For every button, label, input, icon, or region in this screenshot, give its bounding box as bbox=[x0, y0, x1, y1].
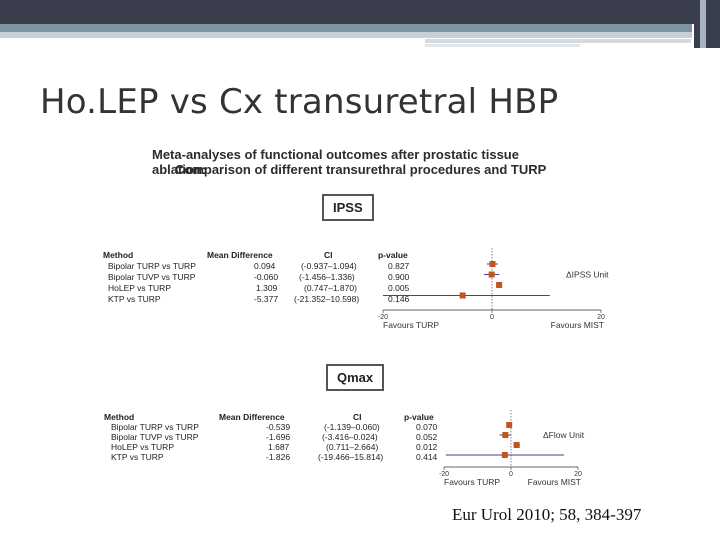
ipss-row-method: KTP vs TURP bbox=[108, 294, 161, 304]
citation: Eur Urol 2010; 58, 384-397 bbox=[452, 505, 642, 524]
ipss-col-method: Method bbox=[103, 250, 134, 260]
ipss-col-p: p-value bbox=[378, 250, 408, 260]
ipss-row-md: -0.060 bbox=[254, 272, 279, 282]
ipss-favours-right: Favours MIST bbox=[551, 320, 604, 330]
qmax-estimate-marker bbox=[502, 432, 509, 438]
ipss-row-md: 1.309 bbox=[256, 283, 278, 293]
ipss-tick-label: -20 bbox=[378, 314, 388, 321]
figure-title-line1: Meta-analyses of functional outcomes aft… bbox=[152, 147, 519, 177]
ipss-unit-label: ΔIPSS Unit bbox=[566, 270, 609, 280]
qmax-favours-right: Favours MIST bbox=[528, 477, 581, 487]
qmax-estimate-marker bbox=[513, 442, 520, 448]
qmax-row-md: -1.826 bbox=[266, 452, 291, 462]
header-stripe bbox=[0, 24, 692, 32]
qmax-col-p: p-value bbox=[404, 412, 434, 422]
ipss-col-md: Mean Difference bbox=[207, 250, 273, 260]
qmax-row-p: 0.012 bbox=[416, 442, 438, 452]
ipss-estimate-marker bbox=[459, 292, 466, 299]
qmax-tick-label: -20 bbox=[439, 471, 449, 478]
qmax-col-md: Mean Difference bbox=[219, 412, 285, 422]
qmax-row-method: Bipolar TURP vs TURP bbox=[111, 422, 199, 432]
qmax-row-md: -1.696 bbox=[266, 432, 291, 442]
qmax-row-ci: (-1.139–0.060) bbox=[324, 422, 380, 432]
ipss-favours-left: Favours TURP bbox=[383, 320, 439, 330]
ipss-tick-label: 0 bbox=[490, 314, 494, 321]
figure-title-line2: Comparison of different transurethral pr… bbox=[175, 162, 547, 177]
header-stripe-light bbox=[0, 32, 692, 38]
qmax-row-p: 0.414 bbox=[416, 452, 438, 462]
slide-title: Ho.LEP vs Cx transuretral HBP bbox=[40, 82, 559, 122]
qmax-row-method: HoLEP vs TURP bbox=[111, 442, 174, 452]
header-stripe-thin bbox=[425, 39, 691, 43]
ipss-col-ci: CI bbox=[324, 250, 333, 260]
ipss-label-box: IPSS bbox=[322, 194, 374, 221]
ipss-row-method: Bipolar TUVP vs TURP bbox=[108, 272, 196, 282]
qmax-row-ci: (-3.416–0.024) bbox=[322, 432, 378, 442]
ipss-row-method: Bipolar TURP vs TURP bbox=[108, 261, 196, 271]
ipss-row-p: 0.827 bbox=[388, 261, 410, 271]
corner-band bbox=[694, 0, 720, 48]
ipss-tick-label: 20 bbox=[597, 314, 605, 321]
ipss-row-ci: (-21.352–10.598) bbox=[294, 294, 360, 304]
ipss-row-ci: (-0.937–1.094) bbox=[301, 261, 357, 271]
qmax-favours-left: Favours TURP bbox=[444, 477, 500, 487]
qmax-estimate-marker bbox=[501, 452, 508, 458]
ipss-row-method: HoLEP vs TURP bbox=[108, 283, 171, 293]
qmax-unit-label: ΔFlow Unit bbox=[543, 430, 585, 440]
qmax-row-ci: (0.711–2.664) bbox=[326, 442, 379, 452]
title-bar-band bbox=[0, 0, 720, 24]
ipss-row-p: 0.005 bbox=[388, 283, 410, 293]
qmax-row-md: -0.539 bbox=[266, 422, 291, 432]
ipss-estimate-marker bbox=[488, 271, 495, 278]
ipss-estimate-marker bbox=[489, 261, 496, 267]
qmax-tick-label: 20 bbox=[574, 471, 582, 478]
qmax-row-method: Bipolar TUVP vs TURP bbox=[111, 432, 199, 442]
qmax-col-ci: CI bbox=[353, 412, 362, 422]
qmax-tick-label: 0 bbox=[509, 471, 513, 478]
header-stripe-thin-short bbox=[425, 44, 580, 47]
qmax-row-p: 0.052 bbox=[416, 432, 438, 442]
qmax-col-method: Method bbox=[104, 412, 135, 422]
corner-stripe bbox=[700, 0, 706, 48]
ipss-row-p: 0.900 bbox=[388, 272, 410, 282]
qmax-row-md: 1.687 bbox=[268, 442, 290, 452]
qmax-estimate-marker bbox=[506, 422, 513, 428]
qmax-row-method: KTP vs TURP bbox=[111, 452, 164, 462]
ipss-row-md: -5.377 bbox=[254, 294, 279, 304]
qmax-row-p: 0.070 bbox=[416, 422, 438, 432]
ipss-row-md: 0.094 bbox=[254, 261, 276, 271]
qmax-row-ci: (-19.466–15.814) bbox=[318, 452, 384, 462]
ipss-row-ci: (-1.456–1.336) bbox=[299, 272, 355, 282]
ipss-estimate-marker bbox=[496, 282, 503, 288]
qmax-label-box: Qmax bbox=[326, 364, 385, 391]
ipss-row-p: 0.146 bbox=[388, 294, 410, 304]
ipss-row-ci: (0.747–1.870) bbox=[304, 283, 357, 293]
